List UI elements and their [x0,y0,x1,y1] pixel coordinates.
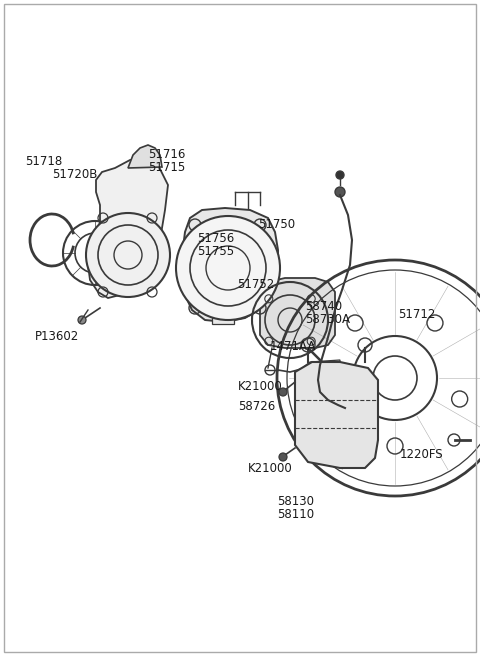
FancyBboxPatch shape [212,308,234,324]
Polygon shape [295,362,378,468]
Circle shape [86,213,170,297]
Text: 51750: 51750 [258,218,295,231]
Text: 58726: 58726 [238,400,275,413]
Circle shape [279,388,287,396]
Text: 58740: 58740 [305,300,342,313]
Text: 1471AA: 1471AA [270,340,316,353]
Polygon shape [295,360,340,400]
Text: 1220FS: 1220FS [400,448,444,461]
Circle shape [336,171,344,179]
Polygon shape [128,145,162,168]
Text: P13602: P13602 [35,330,79,343]
Text: 51756: 51756 [197,232,234,245]
Text: 58730A: 58730A [305,313,350,326]
Text: 51720B: 51720B [52,168,97,181]
Text: K21000: K21000 [248,462,293,475]
Circle shape [176,216,280,320]
Polygon shape [88,158,168,298]
Circle shape [335,187,345,197]
Text: 51752: 51752 [237,278,274,291]
Text: 58130: 58130 [277,495,314,508]
Circle shape [330,370,338,378]
Polygon shape [260,278,335,348]
Circle shape [279,453,287,461]
Text: 51716: 51716 [148,148,185,161]
Text: 51755: 51755 [197,245,234,258]
Text: 51715: 51715 [148,161,185,174]
Text: K21000: K21000 [238,380,283,393]
Circle shape [78,316,86,324]
Text: 51712: 51712 [398,308,435,321]
Text: 58110: 58110 [277,508,314,521]
Text: 51718: 51718 [25,155,62,168]
Polygon shape [183,208,278,322]
